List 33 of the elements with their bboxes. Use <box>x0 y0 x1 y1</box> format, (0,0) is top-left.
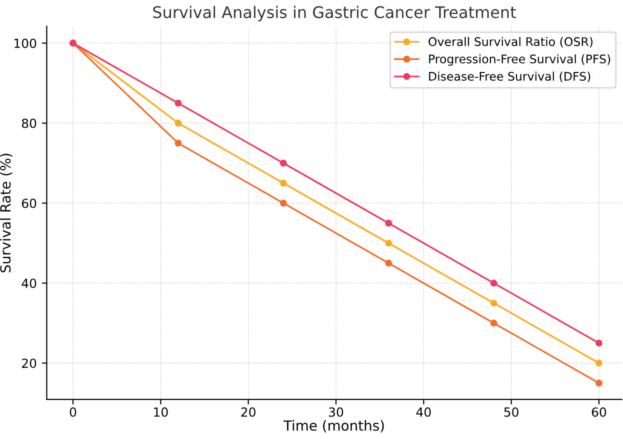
point <box>174 120 182 127</box>
x-axis-title: Time (months) <box>283 420 384 432</box>
x-tick-label: 30 <box>328 407 344 417</box>
chart-title: Survival Analysis in Gastric Cancer Treatment <box>153 6 516 22</box>
y-axis-title: Survival Rate (%) <box>0 154 12 272</box>
y-tick-label: 80 <box>22 118 36 128</box>
point <box>385 220 392 227</box>
y-tick-label: 60 <box>22 198 36 208</box>
x-tick-label: 40 <box>416 407 431 417</box>
point <box>280 180 287 187</box>
point <box>280 160 287 167</box>
legend-label: Overall Survival Ratio (OSR) <box>428 36 592 48</box>
point <box>490 280 498 287</box>
x-tick-label: 50 <box>504 407 518 417</box>
y-tick-label: 100 <box>14 38 36 48</box>
point <box>490 320 498 327</box>
legend-label: Progression-Free Survival (PFS) <box>429 54 610 66</box>
x-tick-label: 10 <box>154 407 168 417</box>
point <box>174 140 182 147</box>
point <box>490 300 498 307</box>
point <box>595 360 602 367</box>
y-tick-label: 40 <box>22 278 36 288</box>
point <box>385 240 392 247</box>
x-tick-label: 60 <box>592 407 606 417</box>
legend-label: Disease-Free Survival (DFS) <box>429 72 590 82</box>
point <box>595 380 602 387</box>
x-tick-label: 0 <box>70 407 76 417</box>
x-tick-label: 20 <box>241 407 256 417</box>
point <box>385 260 392 267</box>
point <box>280 200 287 207</box>
point <box>174 100 182 107</box>
point <box>595 340 602 347</box>
y-tick-label: 20 <box>22 358 36 368</box>
